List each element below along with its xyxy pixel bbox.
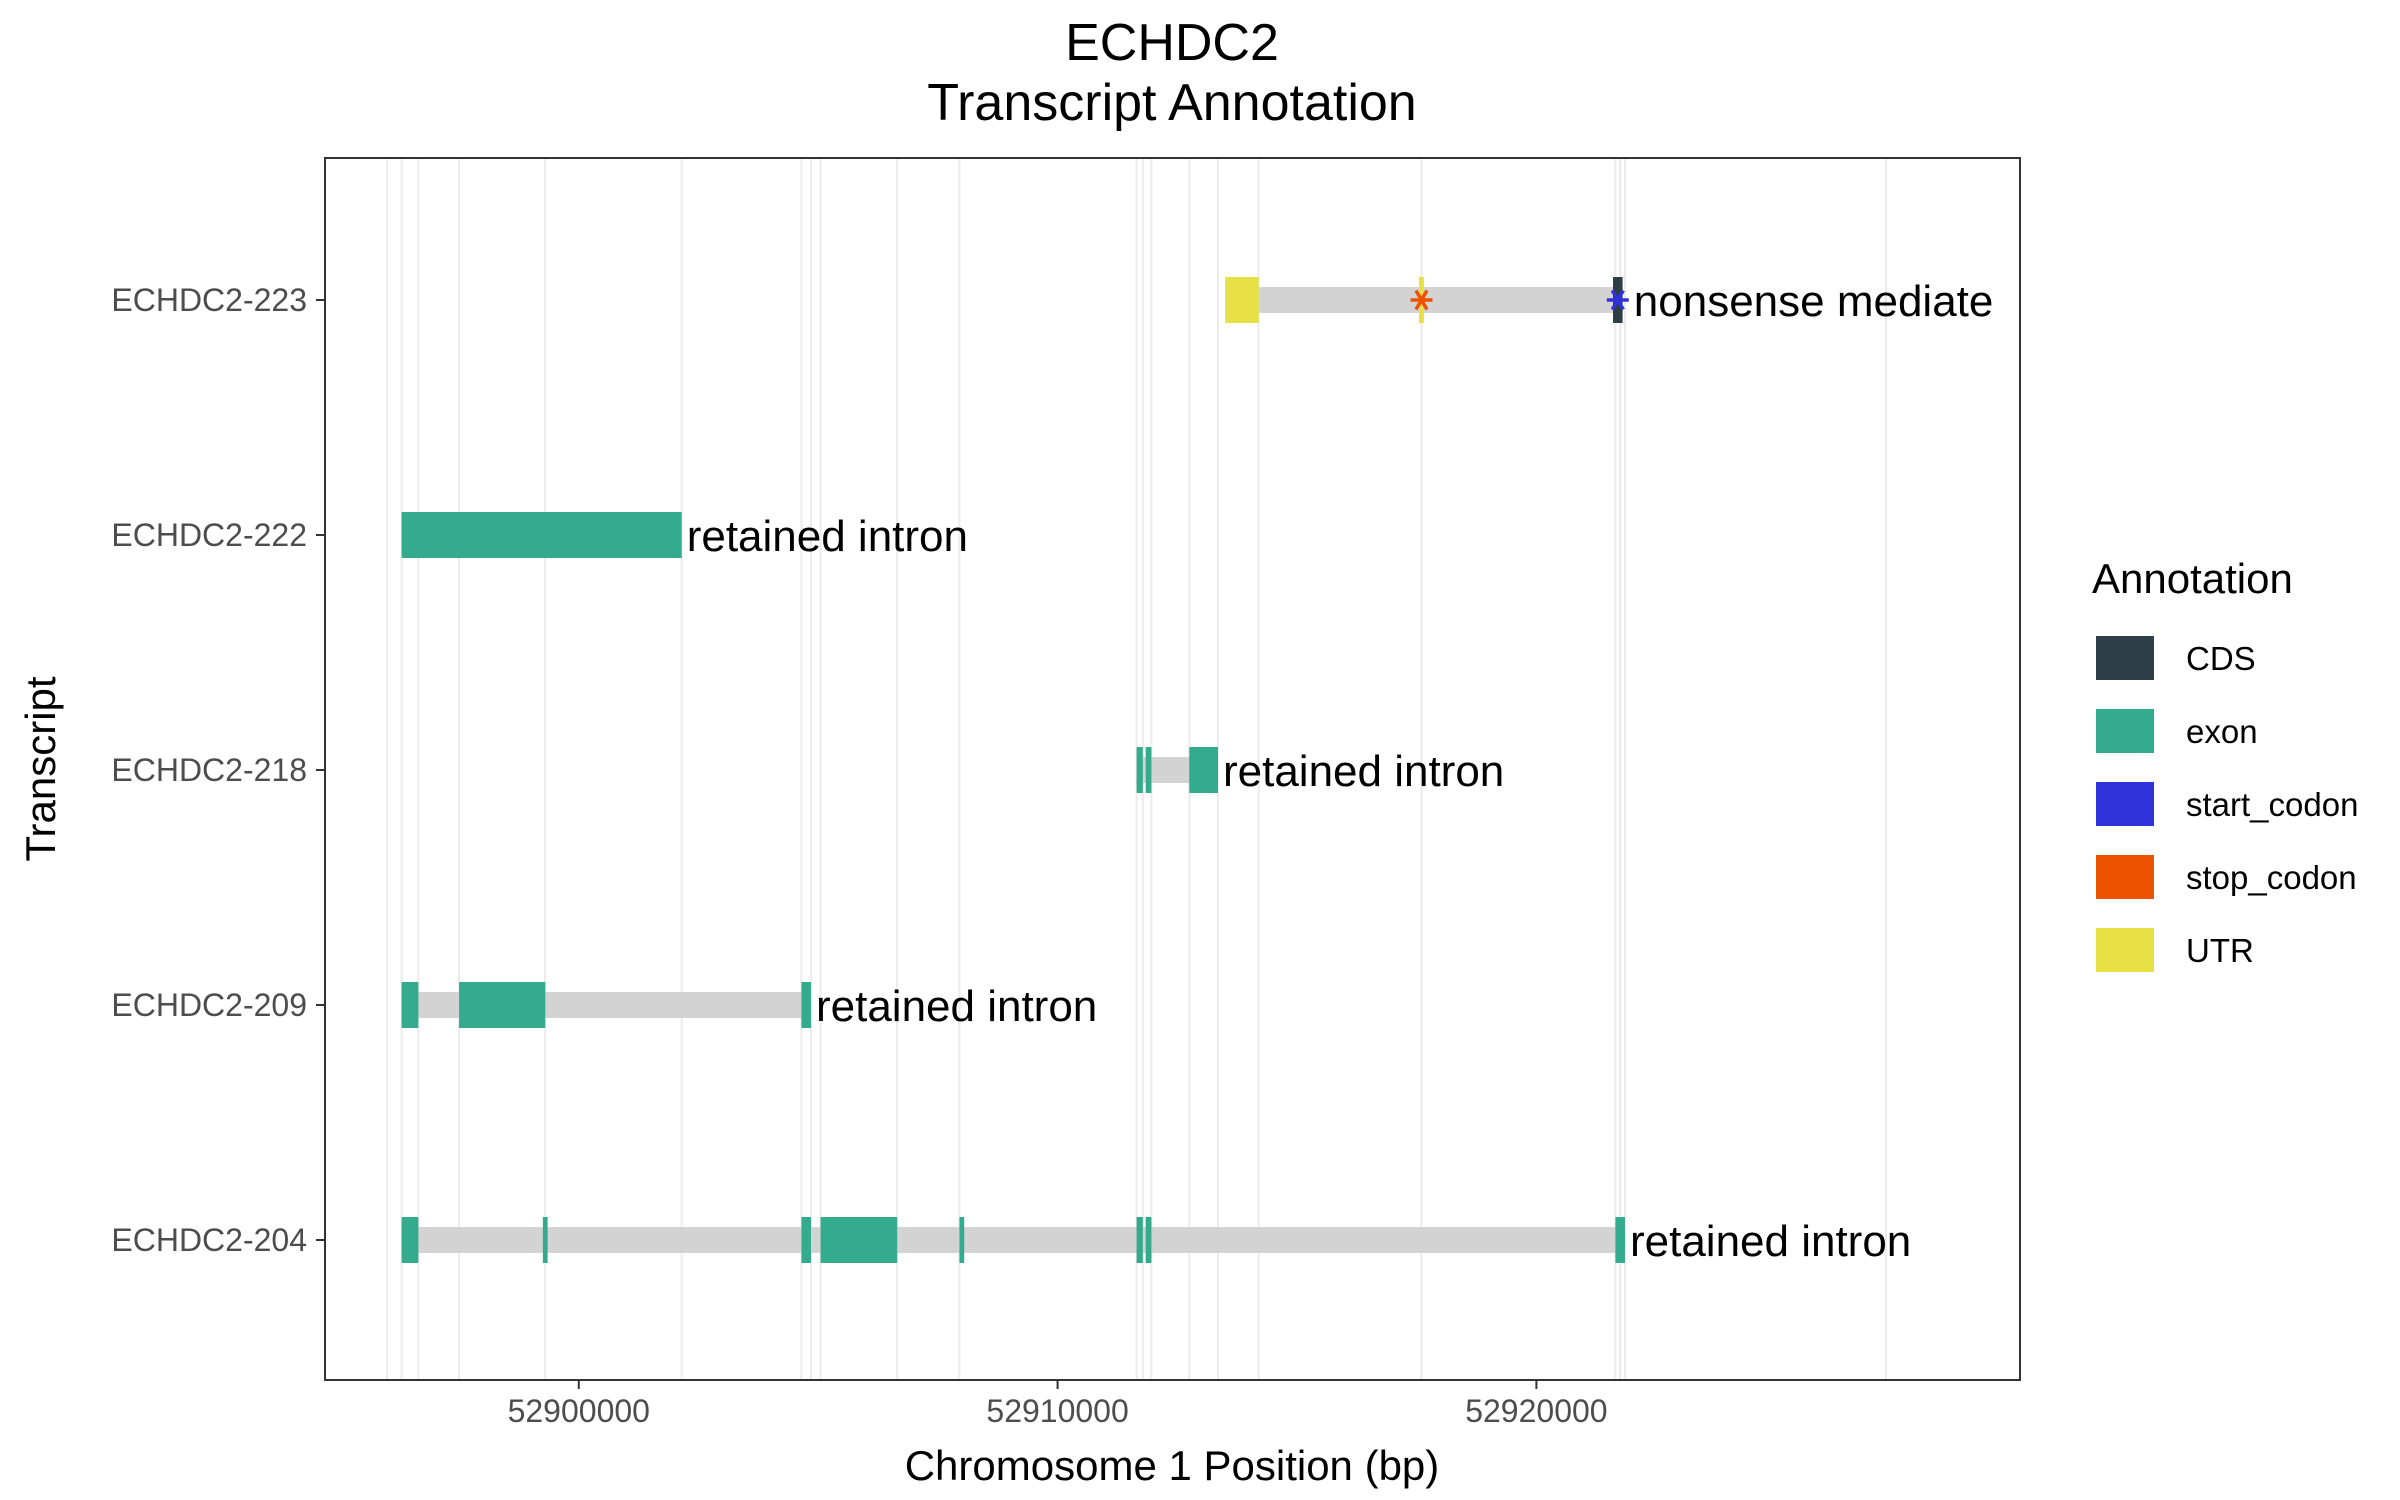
marker-start_codon-0-1 xyxy=(1606,289,1629,311)
feature-exon-4-6 xyxy=(1145,1217,1152,1263)
intron-bar-4-0 xyxy=(401,1227,1625,1253)
y-tick-label-4: ECHDC2-204 xyxy=(111,1222,307,1258)
biotype-label-3: retained intron xyxy=(816,982,1097,1031)
feature-exon-2-2 xyxy=(1189,747,1218,793)
chart-title-line-1: ECHDC2 xyxy=(1065,14,1279,72)
x-axis-title: Chromosome 1 Position (bp) xyxy=(905,1442,1440,1489)
feature-exon-4-2 xyxy=(801,1217,811,1263)
biotype-label-0: nonsense mediate xyxy=(1634,277,1994,326)
transcript-track-ECHDC2-204: retained intron xyxy=(401,1217,1911,1266)
x-tick-label-0: 52900000 xyxy=(508,1393,650,1429)
x-tick-label-2: 52920000 xyxy=(1465,1393,1607,1429)
feature-exon-2-0 xyxy=(1136,747,1143,793)
legend-label-UTR: UTR xyxy=(2186,932,2254,969)
feature-exon-4-7 xyxy=(1615,1217,1625,1263)
feature-exon-3-1 xyxy=(459,982,546,1028)
feature-exon-1-0 xyxy=(401,512,682,558)
legend-label-exon: exon xyxy=(2186,713,2258,750)
legend-key-stop_codon xyxy=(2096,855,2154,899)
transcript-tracks: nonsense mediate retained intron retained … xyxy=(401,277,1993,1266)
legend-label-stop_codon: stop_codon xyxy=(2186,859,2357,896)
y-tick-label-2: ECHDC2-218 xyxy=(111,752,307,788)
transcript-track-ECHDC2-218: retained intron xyxy=(1136,747,1504,796)
transcript-track-ECHDC2-222: retained intron xyxy=(401,512,968,561)
x-axis: 52900000 52910000 52920000 xyxy=(508,1380,1608,1429)
y-axis: ECHDC2-223 ECHDC2-222 ECHDC2-218 ECHDC2-209… xyxy=(111,282,325,1258)
legend-label-start_codon: start_codon xyxy=(2186,786,2358,823)
feature-exon-4-1 xyxy=(542,1217,548,1263)
biotype-label-2: retained intron xyxy=(1223,747,1504,796)
y-tick-label-1: ECHDC2-222 xyxy=(111,517,307,553)
feature-exon-3-2 xyxy=(801,982,811,1028)
transcript-track-ECHDC2-209: retained intron xyxy=(401,982,1097,1031)
feature-exon-4-5 xyxy=(1136,1217,1143,1263)
legend-key-exon xyxy=(2096,709,2154,753)
feature-exon-3-0 xyxy=(401,982,419,1028)
legend-key-UTR xyxy=(2096,928,2154,972)
y-tick-label-0: ECHDC2-223 xyxy=(111,282,307,318)
feature-exon-4-4 xyxy=(959,1217,965,1263)
chart-title-line-2: Transcript Annotation xyxy=(927,74,1416,132)
legend-key-CDS xyxy=(2096,636,2154,680)
legend: Annotation CDS exon start_codon stop_codon U… xyxy=(2092,555,2358,972)
feature-exon-4-0 xyxy=(401,1217,419,1263)
y-tick-label-3: ECHDC2-209 xyxy=(111,987,307,1023)
biotype-label-4: retained intron xyxy=(1630,1217,1911,1266)
feature-exon-4-3 xyxy=(820,1217,898,1263)
feature-UTR-0-0 xyxy=(1225,277,1259,323)
legend-label-CDS: CDS xyxy=(2186,640,2256,677)
y-axis-title: Transcript xyxy=(17,676,64,861)
x-tick-label-1: 52910000 xyxy=(986,1393,1128,1429)
legend-title: Annotation xyxy=(2092,555,2293,602)
feature-exon-2-1 xyxy=(1145,747,1152,793)
biotype-label-1: retained intron xyxy=(687,512,968,561)
legend-key-start_codon xyxy=(2096,782,2154,826)
transcript-track-ECHDC2-223: nonsense mediate xyxy=(1225,277,1993,326)
marker-stop_codon-0-0 xyxy=(1410,289,1433,311)
intron-bar-0-0 xyxy=(1258,287,1621,313)
